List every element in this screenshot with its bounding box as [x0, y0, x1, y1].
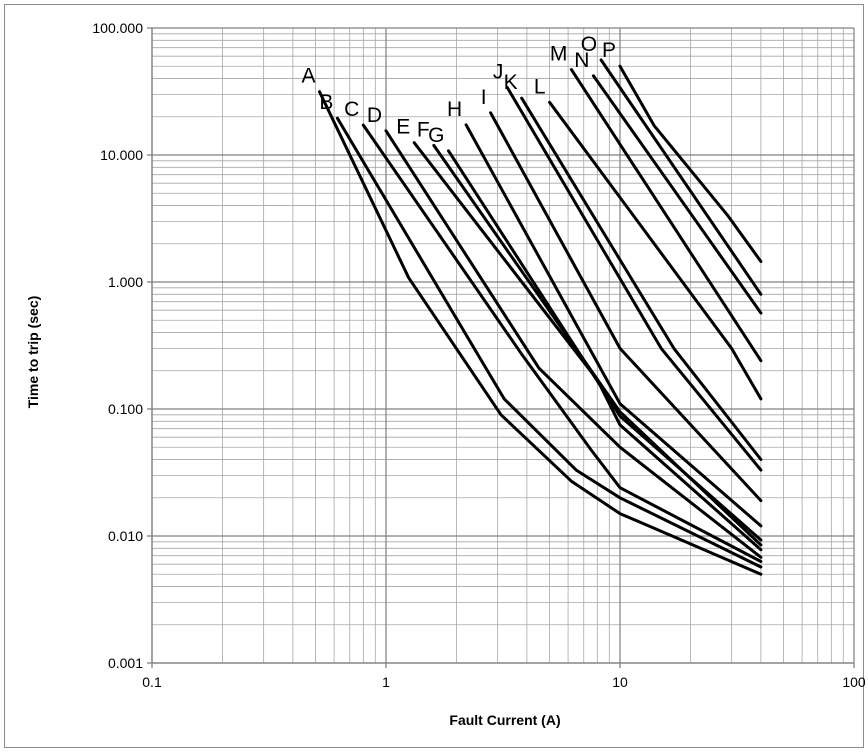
- series-line-a: [318, 90, 763, 576]
- x-tick-label: 10: [612, 674, 628, 690]
- series-label-n: N: [574, 49, 589, 72]
- series-label-a: A: [302, 65, 316, 88]
- series-label-j: J: [493, 61, 504, 84]
- x-tick-label: 100: [842, 674, 865, 690]
- x-tick-label: 0.1: [142, 674, 162, 690]
- series-label-b: B: [319, 91, 333, 114]
- series-line-l: [548, 100, 763, 401]
- series-label-g: G: [428, 124, 444, 147]
- x-tick-label: 1: [382, 674, 390, 690]
- series-line-k: [520, 96, 763, 461]
- series-line-h: [464, 123, 763, 528]
- series-label-h: H: [447, 98, 462, 121]
- y-tick-label: 100.000: [92, 20, 143, 36]
- series-line-b: [335, 116, 763, 569]
- series-label-l: L: [534, 75, 546, 98]
- axes: [147, 27, 855, 668]
- series-label-e: E: [396, 116, 410, 139]
- y-tick-label: 10.000: [100, 147, 143, 163]
- y-axis-title: Time to trip (sec): [25, 296, 41, 409]
- series-label-f: F: [417, 118, 430, 141]
- series-line-o: [599, 58, 763, 296]
- series-line-i: [489, 111, 763, 503]
- x-tick-labels: 0.1 1 10 100: [142, 674, 865, 690]
- series-line-e: [412, 141, 763, 552]
- y-tick-labels: 0.001 0.010 0.100 1.000 10.000 100.000: [92, 20, 143, 671]
- y-tick-label: 0.010: [108, 528, 143, 544]
- series-line-c: [361, 123, 763, 563]
- series-label-m: M: [550, 43, 568, 66]
- series-label-k: K: [504, 71, 518, 94]
- series-lines: [318, 58, 763, 576]
- y-tick-label: 0.001: [108, 655, 143, 671]
- x-axis-title: Fault Current (A): [449, 712, 560, 728]
- series-line-p: [618, 64, 763, 263]
- series-label-o: O: [581, 33, 597, 56]
- y-tick-label: 1.000: [108, 274, 143, 290]
- series-label-p: P: [602, 39, 616, 62]
- series-line-m: [569, 68, 763, 363]
- series-line-j: [505, 86, 763, 472]
- series-line-d: [384, 129, 763, 559]
- series-label-i: I: [481, 86, 487, 109]
- series-label-c: C: [344, 98, 359, 121]
- y-tick-label: 0.100: [108, 401, 143, 417]
- series-line-g: [447, 149, 763, 542]
- series-label-d: D: [367, 104, 382, 127]
- series-line-n: [591, 74, 763, 315]
